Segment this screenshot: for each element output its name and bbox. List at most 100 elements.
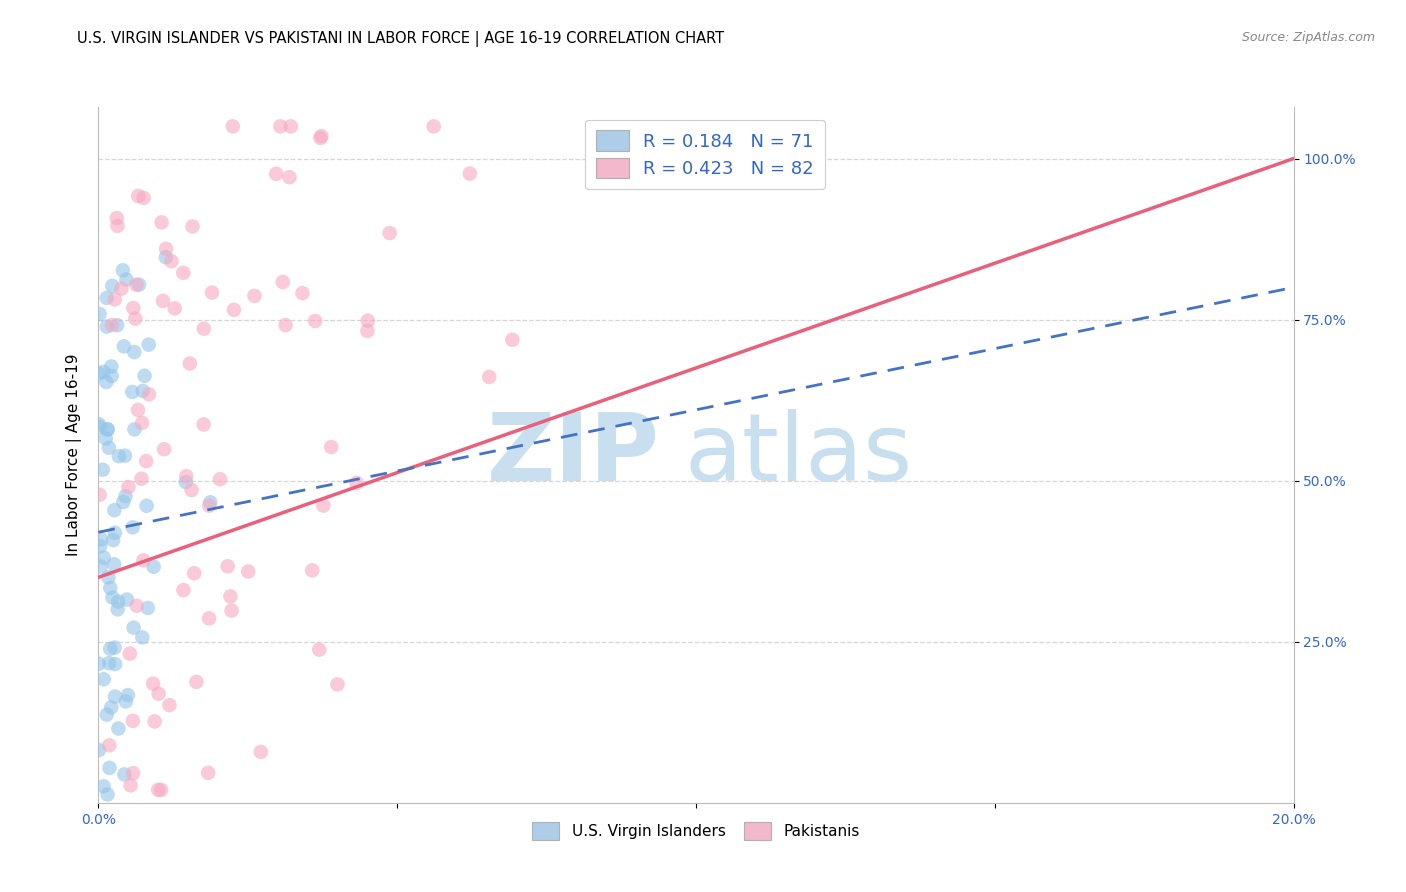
- Point: [155, 250, 177, 264]
- Point: [243, 289, 266, 303]
- Point: [124, 422, 146, 436]
- Point: [159, 698, 181, 713]
- Point: [110, 282, 132, 296]
- Point: [105, 318, 128, 333]
- Point: [105, 211, 128, 225]
- Point: [269, 120, 291, 134]
- Point: [132, 191, 155, 205]
- Point: [142, 559, 165, 574]
- Point: [131, 472, 153, 486]
- Point: [115, 272, 138, 286]
- Point: [94, 431, 117, 445]
- Point: [91, 463, 114, 477]
- Point: [107, 722, 129, 736]
- Point: [97, 570, 120, 584]
- Point: [311, 129, 333, 144]
- Point: [160, 254, 183, 268]
- Point: [108, 449, 131, 463]
- Point: [222, 302, 245, 317]
- Point: [155, 242, 177, 256]
- Point: [107, 219, 129, 233]
- Point: [163, 301, 186, 316]
- Point: [124, 345, 146, 359]
- Point: [308, 642, 330, 657]
- Point: [122, 766, 145, 780]
- Point: [183, 566, 205, 581]
- Point: [96, 375, 118, 389]
- Point: [152, 293, 174, 308]
- Point: [148, 687, 170, 701]
- Point: [122, 621, 145, 635]
- Point: [193, 417, 215, 432]
- Point: [138, 387, 160, 401]
- Point: [180, 483, 202, 497]
- Point: [100, 368, 122, 383]
- Point: [121, 384, 143, 399]
- Point: [115, 694, 138, 708]
- Point: [117, 688, 139, 702]
- Point: [89, 539, 111, 553]
- Point: [121, 520, 143, 534]
- Point: [89, 488, 111, 502]
- Point: [198, 499, 221, 513]
- Point: [238, 565, 260, 579]
- Point: [176, 469, 198, 483]
- Point: [172, 583, 194, 598]
- Point: [104, 657, 127, 671]
- Point: [118, 647, 141, 661]
- Point: [148, 783, 170, 797]
- Point: [111, 263, 134, 277]
- Point: [112, 339, 135, 353]
- Point: [93, 672, 115, 686]
- Point: [93, 779, 115, 793]
- Point: [104, 525, 127, 540]
- Point: [112, 495, 135, 509]
- Point: [101, 533, 124, 548]
- Y-axis label: In Labor Force | Age 16-19: In Labor Force | Age 16-19: [66, 353, 82, 557]
- Text: Source: ZipAtlas.com: Source: ZipAtlas.com: [1241, 31, 1375, 45]
- Point: [125, 599, 148, 613]
- Text: ZIP: ZIP: [488, 409, 661, 501]
- Point: [131, 416, 153, 430]
- Point: [326, 677, 349, 691]
- Point: [97, 441, 120, 455]
- Point: [501, 333, 523, 347]
- Point: [143, 714, 166, 729]
- Point: [127, 189, 149, 203]
- Point: [150, 783, 173, 797]
- Point: [312, 499, 335, 513]
- Point: [114, 489, 136, 503]
- Point: [90, 533, 112, 547]
- Point: [98, 641, 121, 656]
- Point: [87, 657, 110, 671]
- Point: [135, 454, 157, 468]
- Point: [186, 674, 208, 689]
- Point: [193, 321, 215, 335]
- Point: [174, 475, 197, 489]
- Point: [100, 700, 122, 714]
- Point: [135, 499, 157, 513]
- Point: [89, 307, 111, 321]
- Point: [100, 359, 122, 374]
- Point: [98, 581, 121, 595]
- Point: [96, 788, 118, 802]
- Point: [98, 761, 121, 775]
- Point: [101, 318, 124, 332]
- Point: [274, 318, 297, 332]
- Point: [107, 595, 129, 609]
- Point: [346, 475, 368, 490]
- Point: [120, 778, 142, 792]
- Point: [104, 690, 127, 704]
- Point: [134, 368, 156, 383]
- Point: [278, 170, 301, 185]
- Point: [378, 226, 401, 240]
- Point: [197, 765, 219, 780]
- Point: [97, 422, 120, 436]
- Point: [121, 714, 143, 728]
- Point: [271, 275, 294, 289]
- Point: [101, 279, 124, 293]
- Point: [131, 631, 153, 645]
- Point: [87, 417, 110, 432]
- Point: [280, 120, 302, 134]
- Point: [132, 384, 155, 398]
